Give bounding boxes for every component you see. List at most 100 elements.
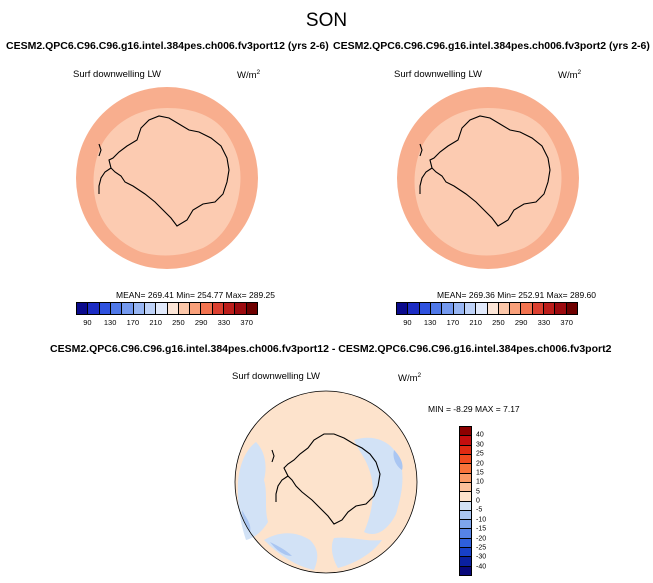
colorbar-swatch — [460, 472, 471, 482]
panel-3-stats: MIN = -8.29 MAX = 7.17 — [428, 404, 520, 414]
colorbar-tick-label: 370 — [240, 318, 253, 327]
colorbar-swatch — [554, 303, 566, 314]
panel-3-negative-region-west — [237, 442, 268, 540]
colorbar-swatch — [460, 519, 471, 529]
colorbar-swatch — [543, 303, 555, 314]
panel-2-peninsula — [419, 167, 433, 194]
colorbar-tick-label: -40 — [476, 563, 487, 571]
colorbar-swatch — [520, 303, 532, 314]
colorbar-tick-label: 90 — [403, 318, 412, 327]
colorbar-tick-label: 0 — [476, 497, 480, 505]
panel-3-negative-region-south — [264, 533, 318, 570]
colorbar-tick-label: 90 — [83, 318, 92, 327]
colorbar-tick-label: 170 — [446, 318, 460, 327]
colorbar-tick-label: 290 — [514, 318, 528, 327]
panel-3-peninsula — [275, 475, 289, 502]
figure-title: SON — [305, 10, 348, 31]
colorbar-swatch — [155, 303, 167, 314]
panel-1-colorbar — [76, 302, 258, 315]
panel-3-ring-patch-west — [242, 510, 251, 532]
colorbar-tick-label: 250 — [172, 318, 185, 327]
colorbar-swatch — [234, 303, 246, 314]
colorbar-swatch — [200, 303, 212, 314]
colorbar-swatch — [177, 303, 190, 314]
panel-1-polar-map — [76, 87, 258, 269]
colorbar-tick-label: 15 — [476, 469, 484, 477]
colorbar-tick-label: 210 — [149, 318, 162, 327]
colorbar-tick-label: -15 — [476, 525, 487, 533]
colorbar-swatch — [497, 303, 510, 314]
colorbar-swatch — [98, 303, 110, 314]
colorbar-swatch — [531, 303, 544, 314]
colorbar-swatch — [475, 303, 487, 314]
colorbar-tick-label: 40 — [476, 431, 484, 439]
colorbar-tick-label: 250 — [492, 318, 505, 327]
colorbar-swatch — [441, 303, 453, 314]
colorbar-swatch — [460, 509, 471, 520]
panel-3-units-label: W/m2 — [398, 372, 422, 385]
colorbar-tick-label: 290 — [194, 318, 208, 327]
panel-2-units-label: W/m2 — [558, 69, 582, 82]
colorbar-swatch — [87, 303, 99, 314]
panel-2-south-america-tip — [419, 143, 423, 157]
colorbar-tick-label: 25 — [476, 450, 484, 458]
panel-2-antarctica-coastline — [429, 115, 551, 227]
colorbar-tick-label: 20 — [476, 460, 484, 467]
colorbar-swatch — [223, 303, 235, 314]
panel-1-antarctica-coastline — [108, 115, 230, 227]
panel-3-colorbar-ticks: 40 30 25 20 15 10 5 0 -5 -10 -15 -20 -25 -30 -40 — [476, 426, 506, 576]
colorbar-swatch — [460, 547, 471, 557]
panel-2-colorbar — [396, 302, 578, 315]
panel-1-colorbar-ticks: 90 130 170 210 250 290 330 370 — [76, 318, 258, 328]
colorbar-swatch — [77, 303, 88, 314]
colorbar-swatch — [407, 303, 419, 314]
colorbar-swatch — [429, 303, 442, 314]
panel-2-title: CESM2.QPC6.C96.C96.g16.intel.384pes.ch00… — [333, 40, 650, 52]
colorbar-tick-label: 330 — [537, 318, 551, 327]
colorbar-swatch — [463, 303, 476, 314]
colorbar-swatch — [452, 303, 464, 314]
colorbar-swatch — [418, 303, 430, 314]
panel-3-antarctica-coastline — [283, 433, 381, 525]
panel-3-ring-patch-northeast — [393, 450, 403, 470]
panel-2-polar-map — [397, 87, 579, 269]
colorbar-tick-label: 170 — [126, 318, 140, 327]
colorbar-swatch — [460, 537, 471, 548]
colorbar-swatch — [565, 303, 577, 314]
panel-3-title: CESM2.QPC6.C96.C96.g16.intel.384pes.ch00… — [50, 343, 612, 355]
colorbar-swatch — [460, 565, 471, 575]
colorbar-swatch — [460, 463, 471, 473]
colorbar-tick-label: -25 — [476, 544, 487, 552]
panel-2-variable-label: Surf downwelling LW — [394, 69, 483, 80]
colorbar-swatch — [460, 500, 471, 510]
panel-1-south-america-tip — [98, 143, 102, 157]
colorbar-swatch — [132, 303, 144, 314]
panel-3-south-america-tip — [271, 449, 275, 463]
colorbar-swatch — [460, 528, 471, 538]
colorbar-tick-label: -20 — [476, 535, 487, 542]
colorbar-swatch — [460, 556, 471, 566]
panel-1-peninsula — [98, 167, 112, 194]
colorbar-swatch — [109, 303, 122, 314]
panel-1-inner-field — [93, 108, 241, 256]
colorbar-swatch — [460, 444, 471, 454]
panel-3-colorbar — [459, 426, 472, 576]
colorbar-tick-label: -10 — [476, 516, 487, 524]
panel-1-units-label: W/m2 — [237, 69, 261, 82]
colorbar-swatch — [211, 303, 224, 314]
colorbar-swatch — [166, 303, 178, 314]
panel-1-title: CESM2.QPC6.C96.C96.g16.intel.384pes.ch00… — [6, 40, 329, 52]
colorbar-tick-label: 130 — [103, 318, 117, 327]
colorbar-swatch — [509, 303, 521, 314]
panel-3-map-border — [234, 390, 418, 574]
colorbar-tick-label: -30 — [476, 553, 487, 561]
colorbar-swatch — [245, 303, 257, 314]
colorbar-swatch — [460, 481, 471, 492]
panel-2-stats: MEAN= 269.36 Min= 252.91 Max= 289.60 — [437, 290, 597, 300]
colorbar-tick-label: -5 — [476, 506, 483, 514]
colorbar-swatch — [397, 303, 408, 314]
colorbar-swatch — [460, 453, 471, 464]
colorbar-swatch — [460, 435, 471, 445]
colorbar-tick-label: 30 — [476, 441, 484, 449]
colorbar-swatch — [121, 303, 133, 314]
